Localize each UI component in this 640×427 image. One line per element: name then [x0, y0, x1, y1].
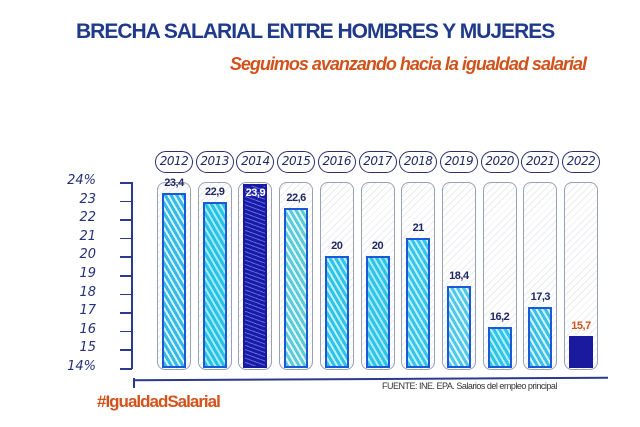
bar-2022: [569, 336, 593, 368]
bar-2015: [284, 208, 309, 368]
year-label-2012: 2012: [155, 151, 193, 173]
y-tick-label: 20: [79, 247, 96, 263]
year-label-2021: 2021: [521, 151, 560, 173]
y-tick-mark: [120, 182, 132, 184]
year-label-2014: 2014: [236, 151, 275, 173]
y-tick-label: 23: [79, 191, 96, 207]
y-tick-label: 22: [79, 210, 96, 226]
value-label-2014: 23,9: [245, 186, 266, 199]
year-label-2019: 2019: [439, 151, 478, 173]
y-tick-label: 19: [79, 266, 96, 281]
value-label-2022: 15,7: [571, 320, 591, 333]
chart-title: BRECHA SALARIAL ENTRE HOMBRES Y MUJERES: [76, 20, 555, 43]
y-tick-mark: [120, 275, 132, 277]
value-label-2015: 22,6: [286, 192, 306, 205]
hashtag: #IgualdadSalarial: [97, 392, 221, 411]
year-label-2022: 2022: [562, 151, 600, 173]
value-label-2018: 21: [412, 221, 425, 234]
year-label-2017: 2017: [358, 151, 397, 173]
year-label-2020: 2020: [480, 151, 519, 173]
y-tick-mark: [120, 312, 132, 314]
bar-2018: [406, 237, 431, 368]
y-tick-mark: [120, 330, 132, 333]
year-label-2018: 2018: [399, 151, 438, 173]
bar-2013: [202, 202, 227, 368]
bar-2019: [446, 286, 471, 368]
y-tick-label: 18: [79, 284, 96, 300]
y-tick-mark: [120, 237, 132, 240]
y-tick-mark: [120, 293, 132, 296]
bar-2021: [528, 306, 553, 368]
bar-2012: [162, 193, 186, 368]
bar-2016: [324, 256, 349, 368]
y-tick-mark: [120, 200, 132, 203]
value-label-2019: 18,4: [449, 270, 469, 283]
year-label-2016: 2016: [317, 151, 356, 173]
y-tick-label: 14%: [67, 359, 96, 374]
y-tick-label: 21: [79, 228, 96, 244]
value-label-2013: 22,9: [204, 186, 225, 199]
value-label-2021: 17,3: [530, 290, 551, 303]
y-tick-label: 24%: [67, 173, 96, 188]
value-label-2017: 20: [371, 240, 384, 253]
value-label-2012: 23,4: [164, 177, 184, 190]
y-tick-mark: [120, 349, 132, 351]
y-tick-mark: [120, 368, 132, 370]
bar-2017: [365, 256, 390, 368]
y-tick-label: 15: [79, 340, 96, 356]
year-label-2015: 2015: [277, 151, 316, 173]
value-label-2020: 16,2: [489, 311, 510, 324]
chart-subtitle: Seguimos avanzando hacia la igualdad sal…: [229, 54, 587, 74]
source-note: FUENTE: INE. EPA. Salarios del empleo pr…: [382, 381, 557, 391]
y-tick-mark: [120, 256, 132, 258]
year-label-2013: 2013: [195, 151, 234, 173]
bar-2014: [243, 183, 268, 368]
y-tick-mark: [120, 219, 132, 221]
bar-2020: [487, 327, 512, 368]
y-tick-label: 16: [79, 321, 96, 337]
value-label-2016: 20: [331, 240, 343, 253]
y-axis-line: [131, 182, 133, 369]
y-tick-label: 17: [79, 303, 96, 319]
x-axis-tick: [133, 378, 135, 388]
